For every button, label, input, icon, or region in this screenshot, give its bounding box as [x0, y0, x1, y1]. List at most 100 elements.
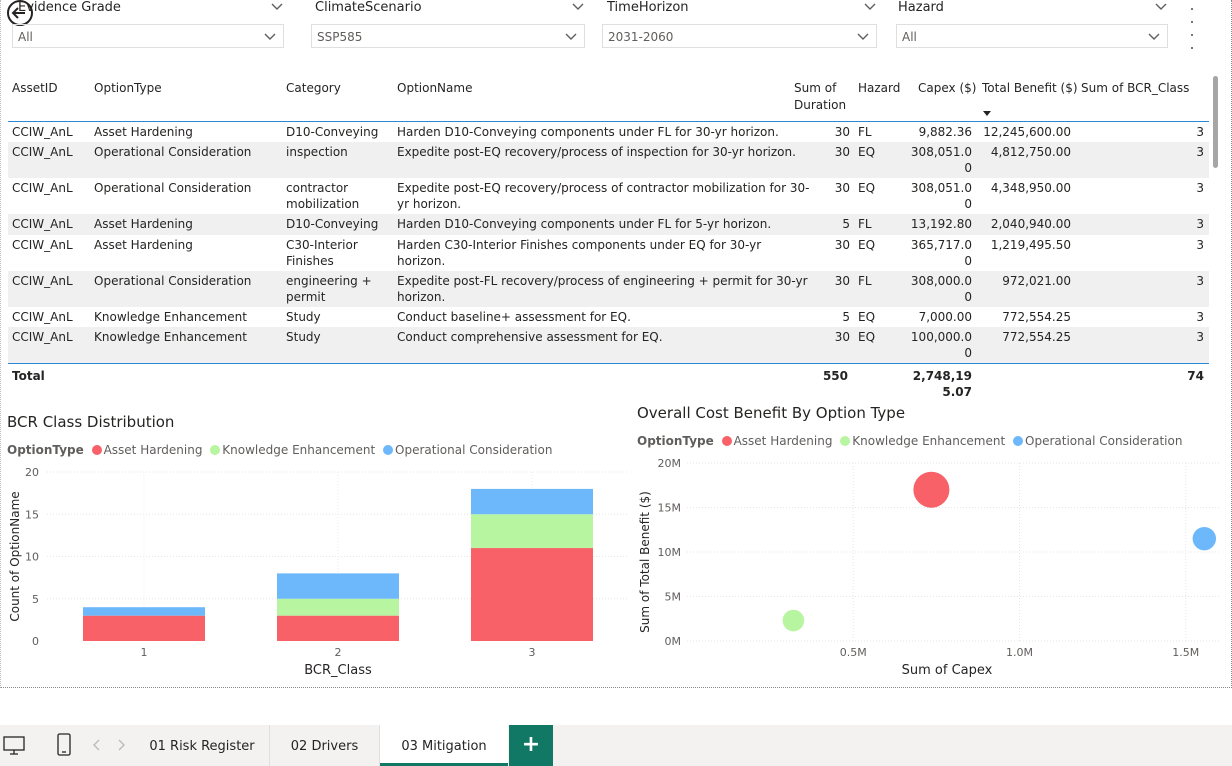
cell-asset-id: CCIW_AnL: [12, 274, 73, 288]
slicer-dropdown[interactable]: All: [896, 24, 1168, 48]
slicer-dropdown[interactable]: 2031-2060: [602, 24, 877, 48]
cell-capex-line2: 0: [964, 254, 972, 268]
slicer-hazard[interactable]: Hazard All: [896, 0, 1168, 48]
cell-duration: 5: [842, 217, 850, 231]
chevron-down-icon[interactable]: [863, 1, 877, 13]
cost-benefit-scatter-chart: 0M 5M 10M 15M 20M 0.5M 1.0M 1.5M Sum of Capex Sum…: [638, 457, 1219, 678]
legend-item[interactable]: Asset Hardening: [103, 443, 203, 457]
x-tick-label: 0.5M: [840, 646, 867, 659]
cell-bcr-class: 3: [1196, 145, 1204, 159]
tab-drivers[interactable]: 02 Drivers: [270, 725, 380, 766]
cell-option-name: Conduct comprehensive assessment for EQ.: [397, 330, 663, 344]
tab-mitigation[interactable]: 03 Mitigation: [380, 725, 508, 766]
table-row[interactable]: CCIW_AnL Knowledge Enhancement Study Conduc…: [8, 307, 1209, 327]
slicer-evidence-grade[interactable]: Evidence Grade All: [12, 0, 284, 48]
col-header-capex[interactable]: Capex ($): [918, 81, 977, 95]
legend-swatch: [721, 436, 732, 446]
col-header-hazard[interactable]: Hazard: [858, 81, 901, 95]
cell-bcr-class: 3: [1196, 274, 1204, 288]
chevron-down-icon[interactable]: [1154, 1, 1168, 13]
cell-category: D10-Conveying: [286, 217, 379, 231]
chevron-left-icon[interactable]: [92, 739, 102, 751]
desktop-layout-icon[interactable]: [2, 733, 26, 757]
scatter-bubble: [1192, 526, 1216, 551]
total-duration: 550: [822, 369, 848, 383]
cell-hazard: EQ: [858, 310, 876, 324]
add-page-button[interactable]: +: [509, 725, 553, 766]
legend-title: OptionType: [637, 434, 714, 448]
y-tick-label: 20M: [658, 457, 682, 470]
chevron-down-icon[interactable]: [571, 1, 585, 13]
cell-category: C30-Interior: [286, 238, 358, 252]
legend-item[interactable]: Asset Hardening: [733, 434, 833, 448]
bar-segment: [471, 488, 593, 515]
table-scrollbar[interactable]: [1212, 74, 1220, 364]
cell-category: Study: [286, 310, 321, 324]
total-label: Total: [12, 369, 45, 383]
cell-hazard: EQ: [858, 181, 876, 195]
mobile-layout-icon[interactable]: [54, 733, 74, 757]
slicer-value: All: [18, 30, 33, 44]
y-tick-label: 10M: [658, 546, 682, 559]
cell-capex: 7,000.00: [918, 310, 972, 324]
cell-duration: 30: [834, 125, 850, 139]
tab-risk-register[interactable]: 01 Risk Register: [135, 725, 270, 766]
cell-total-benefit: 972,021.00: [1002, 274, 1071, 288]
cell-option-name: Harden C30-Interior Finishes components …: [397, 238, 762, 252]
col-header-option-name[interactable]: OptionName: [397, 81, 473, 95]
table-row[interactable]: CCIW_AnL Knowledge Enhancement Study Conduc…: [8, 327, 1209, 364]
more-options-icon[interactable]: [1189, 8, 1195, 52]
cell-total-benefit: 2,040,940.00: [990, 217, 1071, 231]
x-tick-label: 1: [141, 646, 148, 659]
legend-swatch: [840, 436, 851, 446]
table-row[interactable]: CCIW_AnL Asset Hardening C30-Interior Harde…: [8, 235, 1209, 271]
chevron-down-icon: [1148, 33, 1160, 40]
col-header-bcr-class[interactable]: Sum of BCR_Class: [1081, 81, 1190, 95]
table-row[interactable]: CCIW_AnL Asset Hardening D10-Conveying Hard…: [8, 122, 1209, 142]
cell-total-benefit: 12,245,600.00: [983, 125, 1071, 139]
bcr-class-bar-chart: 0 5 10 15 20 1 2 3 BCR_Class Count of OptionName: [8, 466, 629, 678]
table-row[interactable]: CCIW_AnL Operational Consideration inspect…: [8, 142, 1209, 178]
cell-capex-line2: 0: [964, 161, 972, 175]
cell-hazard: FL: [858, 217, 872, 231]
col-header-duration-line2[interactable]: Duration: [794, 98, 847, 112]
chevron-down-icon[interactable]: [270, 1, 284, 13]
cell-option-type: Asset Hardening: [94, 217, 193, 231]
cell-capex: 308,000.0: [910, 274, 972, 288]
cell-capex: 13,192.80: [910, 217, 972, 231]
scrollbar-thumb[interactable]: [1213, 76, 1218, 168]
cell-option-type: Knowledge Enhancement: [94, 330, 247, 344]
x-axis-title: BCR_Class: [304, 663, 372, 678]
page-tab-bar: 01 Risk Register 02 Drivers 03 Mitigatio…: [0, 725, 1232, 766]
back-arrow-icon[interactable]: [5, 0, 35, 28]
col-header-duration-line1[interactable]: Sum of: [794, 81, 837, 95]
cell-option-name: Expedite post-FL recovery/process of eng…: [397, 274, 808, 288]
slicer-dropdown[interactable]: All: [12, 24, 284, 48]
cell-hazard: FL: [858, 125, 872, 139]
y-axis-title: Sum of Total Benefit ($): [638, 491, 652, 633]
cell-option-name: Expedite post-EQ recovery/process of ins…: [397, 145, 796, 159]
cell-category-line2: mobilization: [286, 197, 360, 211]
col-header-asset-id[interactable]: AssetID: [12, 81, 58, 95]
cell-category-line2: Finishes: [286, 254, 334, 268]
cell-option-type: Operational Consideration: [94, 145, 252, 159]
slicer-time-horizon[interactable]: TimeHorizon 2031-2060: [602, 0, 877, 48]
chevron-right-icon[interactable]: [116, 739, 126, 751]
col-header-category[interactable]: Category: [286, 81, 341, 95]
legend-item[interactable]: Operational Consideration: [1025, 434, 1183, 448]
mitigation-table: AssetID OptionType Category OptionName S…: [8, 74, 1209, 404]
total-capex-line1: 2,748,19: [912, 369, 972, 383]
slicer-dropdown[interactable]: SSP585: [311, 24, 585, 48]
y-tick-label: 15M: [658, 502, 682, 515]
slicer-title: ClimateScenario: [315, 0, 422, 15]
table-row[interactable]: CCIW_AnL Operational Consideration contrac…: [8, 178, 1209, 214]
legend-item[interactable]: Operational Consideration: [395, 443, 553, 457]
table-row[interactable]: CCIW_AnL Operational Consideration enginee…: [8, 271, 1209, 307]
slicer-title: Hazard: [898, 0, 944, 15]
slicer-climate-scenario[interactable]: ClimateScenario SSP585: [311, 0, 585, 48]
legend-item[interactable]: Knowledge Enhancement: [222, 443, 376, 457]
table-row[interactable]: CCIW_AnL Asset Hardening D10-Conveying Hard…: [8, 214, 1209, 235]
legend-item[interactable]: Knowledge Enhancement: [852, 434, 1006, 448]
col-header-option-type[interactable]: OptionType: [94, 81, 162, 95]
col-header-total-benefit[interactable]: Total Benefit ($): [982, 81, 1078, 95]
